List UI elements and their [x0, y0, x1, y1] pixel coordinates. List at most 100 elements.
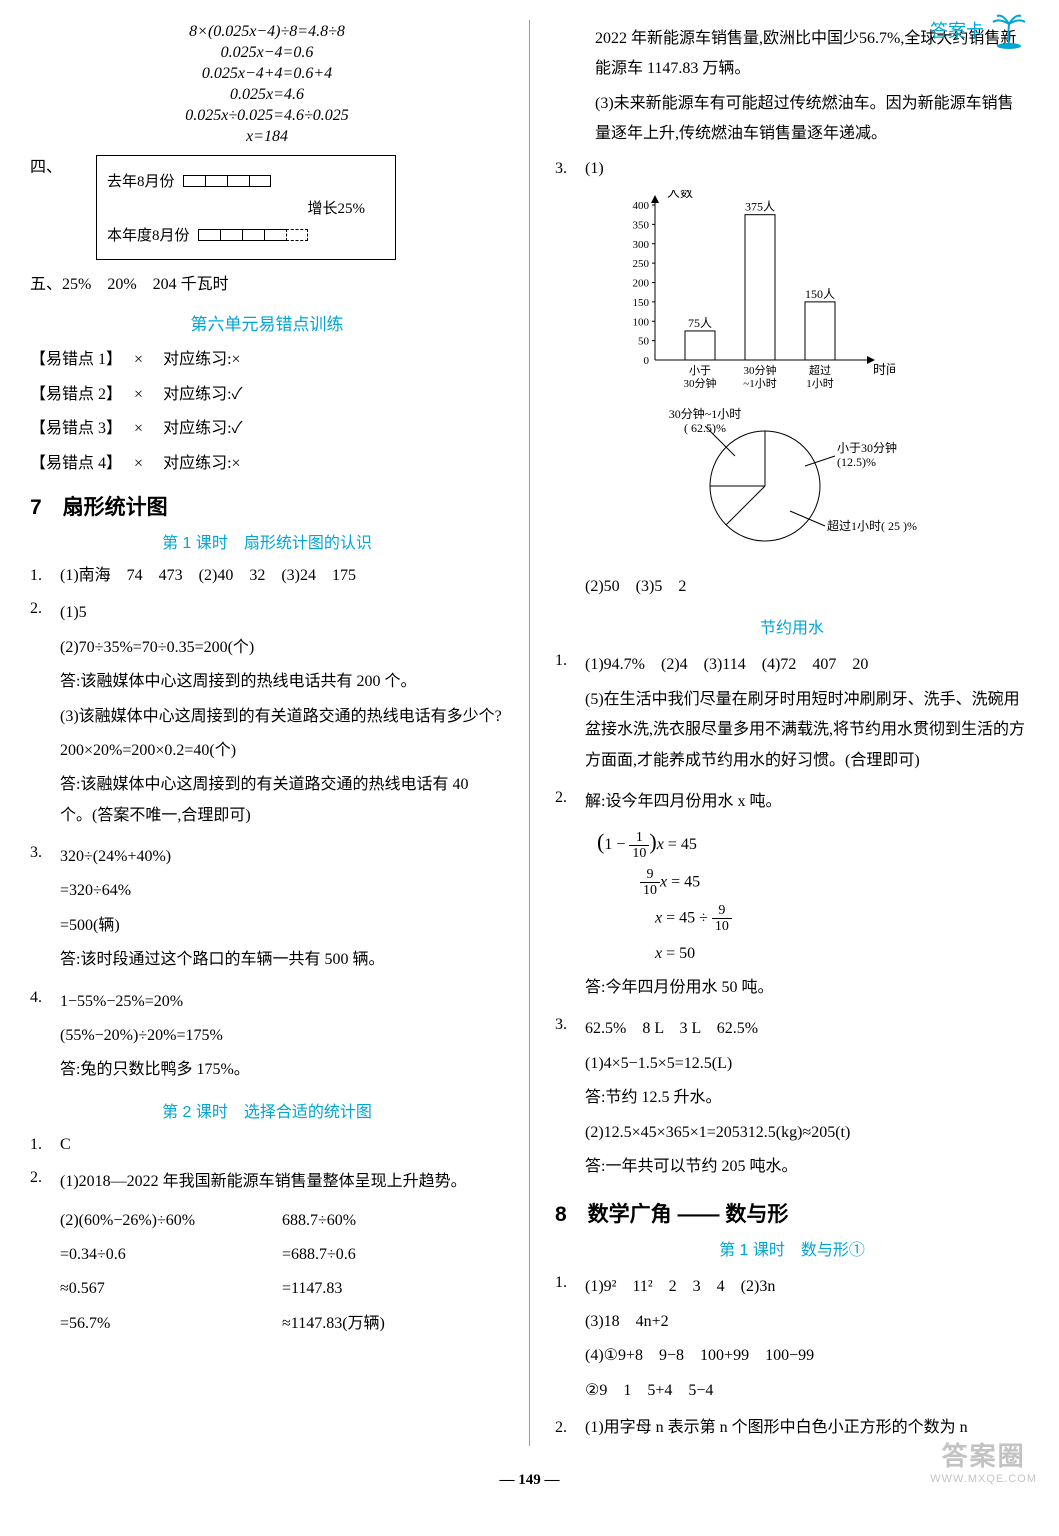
s8-q1-c: (4)①9+8 9−8 100+99 100−99: [585, 1341, 1029, 1371]
q-num: 1.: [555, 646, 585, 676]
svg-text:超过: 超过: [809, 363, 831, 377]
svg-text:人数: 人数: [667, 190, 693, 200]
growth-label: 增长25%: [308, 197, 366, 218]
svg-text:0: 0: [644, 355, 650, 367]
r-p2: (3)未来新能源车有可能超过传统燃油车。因为新能源车销售量逐年上升,传统燃油车销…: [595, 89, 1029, 150]
box-row-growth: 增长25%: [107, 197, 385, 218]
c: (2)(60%−26%)÷60%: [60, 1206, 282, 1236]
svg-text:75人: 75人: [688, 316, 712, 330]
q-body: 320÷(24%+40%) =320÷64% =500(辆) 答:该时段通过这个…: [60, 838, 504, 980]
q-num: 2.: [30, 1163, 60, 1193]
q-num: 1.: [555, 1268, 585, 1298]
q4: 4. 1−55%−25%=20% (55%−20%)÷20%=175% 答:兔的…: [30, 983, 504, 1090]
header-badge: 答案卡: [930, 10, 1029, 50]
err-row: 【易错点 3】 × 对应练习:✓: [30, 414, 504, 444]
svg-text:375人: 375人: [745, 200, 775, 214]
eq: x=184: [30, 128, 504, 146]
eq: 0.025x÷0.025=4.6÷0.025: [30, 107, 504, 125]
q1: 1. (1)南海 74 473 (2)40 32 (3)24 175: [30, 561, 504, 591]
q4-a: 1−55%−25%=20%: [60, 987, 504, 1017]
err-label: 【易错点 4】: [30, 455, 114, 472]
c: =0.34÷0.6: [60, 1240, 282, 1270]
page-number: — 149 —: [0, 1466, 1059, 1503]
q-num: 3.: [555, 1010, 585, 1040]
q2-c-ans: 答:该融媒体中心这周接到的有关道路交通的热线电话有 40 个。(答案不唯一,合理…: [60, 770, 504, 831]
q-num: 2.: [30, 594, 60, 624]
sw-q2-eq4: x = 50: [655, 939, 1029, 969]
s2-q1: 1. C: [30, 1130, 504, 1160]
sw-q3-b-ans: 答:一年共可以节约 205 吨水。: [585, 1152, 1029, 1182]
q2-c: (3)该融媒体中心这周接到的有关道路交通的热线电话有多少个?: [60, 702, 504, 732]
eq: 0.025x−4+4=0.6+4: [30, 65, 504, 83]
svg-text:200: 200: [633, 277, 650, 289]
q-body: (1)5 (2)70÷35%=70÷0.35=200(个) 答:该融媒体中心这周…: [60, 594, 504, 835]
s8-q1-a: (1)9² 11² 2 3 4 (2)3n: [585, 1272, 1029, 1302]
svg-text:(12.5)%: (12.5)%: [837, 455, 876, 469]
svg-text:30分钟~1小时: 30分钟~1小时: [669, 406, 742, 421]
q2-b: (2)70÷35%=70÷0.35=200(个): [60, 633, 504, 663]
svg-text:~1小时: ~1小时: [743, 377, 776, 390]
r-q3-extra: (2)50 (3)5 2: [585, 572, 1029, 602]
watermark-small: WWW.MXQE.COM: [930, 1473, 1037, 1485]
err-b: 对应练习:×: [163, 351, 240, 368]
q3-ans: 答:该时段通过这个路口的车辆一共有 500 辆。: [60, 945, 504, 975]
header-badge-text: 答案卡: [930, 17, 984, 43]
q2-a: (1)5: [60, 598, 504, 628]
svg-text:400: 400: [633, 200, 650, 212]
five-answer: 五、25% 20% 204 千瓦时: [30, 270, 504, 300]
svg-text:小于30分钟: 小于30分钟: [837, 440, 897, 455]
svg-text:150人: 150人: [805, 287, 835, 301]
err-a: ×: [134, 386, 143, 403]
q-num: 2.: [555, 1413, 585, 1443]
c: ≈0.567: [60, 1274, 282, 1304]
sw-q3-a-ans: 答:节约 12.5 升水。: [585, 1083, 1029, 1113]
bar-chart: 501001502002503003504000人数时间段75人小于30分钟37…: [615, 190, 1029, 400]
err-label: 【易错点 1】: [30, 351, 114, 368]
err-row: 【易错点 2】 × 对应练习:✓: [30, 380, 504, 410]
err-label: 【易错点 2】: [30, 386, 114, 403]
s8-q1-d: ②9 1 5+4 5−4: [585, 1376, 1029, 1406]
sw-q2: 2. 解:设今年四月份用水 x 吨。 (1 − 110)x = 45 910x …: [555, 783, 1029, 1008]
svg-text:150: 150: [633, 297, 650, 309]
c: ≈1147.83(万辆): [282, 1309, 504, 1339]
svg-text:300: 300: [633, 239, 650, 251]
calc-two-col: (2)(60%−26%)÷60% =0.34÷0.6 ≈0.567 =56.7%…: [60, 1202, 504, 1344]
box-diagram: 去年8月份 增长25% 本年度8月份: [96, 155, 396, 260]
sw-q2-eq3: x = 45 ÷ 910: [655, 903, 1029, 935]
segment-bar-2: [198, 229, 308, 241]
q2: 2. (1)5 (2)70÷35%=70÷0.35=200(个) 答:该融媒体中…: [30, 594, 504, 835]
err-row: 【易错点 1】 × 对应练习:×: [30, 345, 504, 375]
sw-q3-head: 62.5% 8 L 3 L 62.5%: [585, 1014, 1029, 1044]
four-label: 四、: [30, 153, 62, 183]
q-body: C: [60, 1130, 504, 1160]
svg-text:( 62.5)%: ( 62.5)%: [684, 421, 726, 435]
sw-q1-5: (5)在生活中我们尽量在刷牙时用短时冲刷刷牙、洗手、洗碗用盆接水洗,洗衣服尽量多…: [585, 685, 1029, 776]
s2-q2: 2. (1)2018—2022 年我国新能源车销售量整体呈现上升趋势。 (2)(…: [30, 1163, 504, 1343]
q-num: 1.: [30, 1130, 60, 1160]
q-num: 4.: [30, 983, 60, 1013]
svg-text:30分钟: 30分钟: [684, 376, 717, 390]
err-a: ×: [134, 420, 143, 437]
svg-text:100: 100: [633, 316, 650, 328]
svg-text:超过1小时( 25 )%: 超过1小时( 25 )%: [827, 518, 917, 533]
box-row1-label: 去年8月份: [107, 170, 175, 191]
q4-b: (55%−20%)÷20%=175%: [60, 1021, 504, 1051]
q-num: 2.: [555, 783, 585, 813]
c: =1147.83: [282, 1274, 504, 1304]
s2-q2-a: (1)2018—2022 年我国新能源车销售量整体呈现上升趋势。: [60, 1167, 504, 1197]
pie-chart: 30分钟~1小时( 62.5)% 小于30分钟(12.5)% 超过1小时( 25 )…: [645, 406, 1029, 566]
right-column: 2022 年新能源车销售量,欧洲比中国少56.7%,全球大约销售新能源车 114…: [555, 20, 1029, 1446]
sw-q1-line: (1)94.7% (2)4 (3)114 (4)72 407 20: [585, 650, 1029, 680]
save-water-title: 节约用水: [555, 614, 1029, 638]
svg-text:时间段: 时间段: [873, 362, 895, 377]
sec7-sub2: 第 2 课时 选择合适的统计图: [30, 1098, 504, 1122]
s8-q1: 1. (1)9² 11² 2 3 4 (2)3n (3)18 4n+2 (4)①…: [555, 1268, 1029, 1410]
sec8-title: 8 数学广角 —— 数与形: [555, 1198, 1029, 1228]
q-num: 3.: [30, 838, 60, 868]
sec7-title: 7 扇形统计图: [30, 491, 504, 521]
segment-bar-1: [183, 175, 271, 187]
left-column: 8×(0.025x−4)÷8=4.8÷8 0.025x−4=0.6 0.025x…: [30, 20, 504, 1446]
column-divider: [529, 20, 530, 1446]
unit6-title: 第六单元易错点训练: [30, 310, 504, 335]
q-body: (1)南海 74 473 (2)40 32 (3)24 175: [60, 561, 504, 591]
